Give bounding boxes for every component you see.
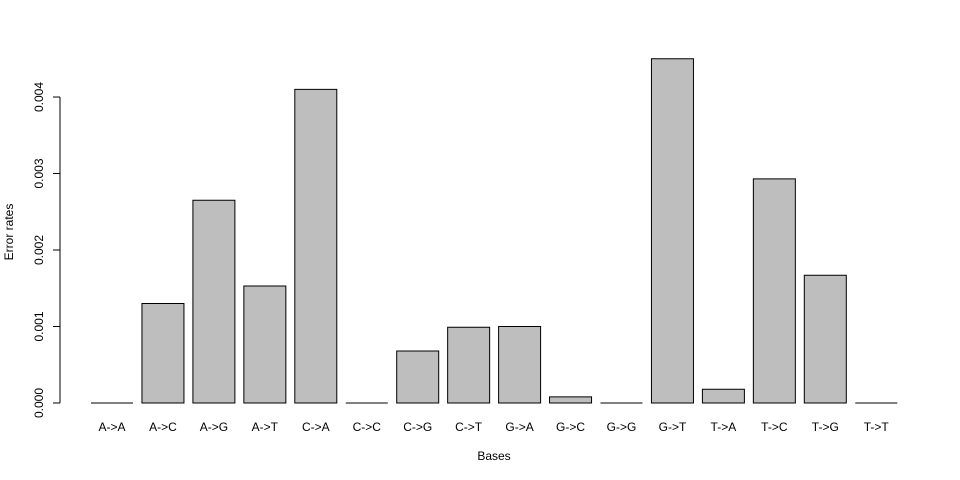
y-tick-label: 0.004	[32, 82, 46, 112]
x-tick-label: A->G	[200, 420, 228, 434]
bar	[192, 199, 236, 404]
y-tick-label: 0.000	[32, 388, 46, 418]
bar	[701, 388, 745, 404]
y-tick-label: 0.003	[32, 158, 46, 188]
y-axis-title: Error rates	[2, 204, 16, 261]
x-tick-label: T->G	[812, 420, 839, 434]
x-tick-label: A->T	[252, 420, 279, 434]
bar	[498, 326, 542, 404]
x-tick-label: T->T	[864, 420, 890, 434]
x-axis-title: Bases	[477, 449, 510, 463]
x-tick-label: C->A	[302, 420, 330, 434]
bar	[650, 58, 694, 404]
y-tick-label: 0.002	[32, 235, 46, 265]
bar	[752, 178, 796, 404]
x-tick-label: A->A	[98, 420, 125, 434]
bar	[294, 88, 338, 404]
x-tick-label: T->C	[761, 420, 788, 434]
y-tick-label: 0.001	[32, 311, 46, 341]
x-tick-label: G->C	[556, 420, 585, 434]
bar	[803, 274, 847, 404]
x-tick-label: G->T	[659, 420, 687, 434]
bar	[243, 285, 287, 404]
x-tick-label: C->G	[403, 420, 432, 434]
bar	[549, 396, 593, 404]
x-tick-label: G->A	[505, 420, 533, 434]
x-tick-label: G->G	[607, 420, 637, 434]
x-tick-label: C->C	[353, 420, 382, 434]
x-tick-label: T->A	[711, 420, 737, 434]
bar	[141, 303, 185, 404]
bar	[396, 350, 440, 404]
x-tick-label: C->T	[455, 420, 483, 434]
x-tick-label: A->C	[149, 420, 177, 434]
bar	[447, 326, 491, 404]
